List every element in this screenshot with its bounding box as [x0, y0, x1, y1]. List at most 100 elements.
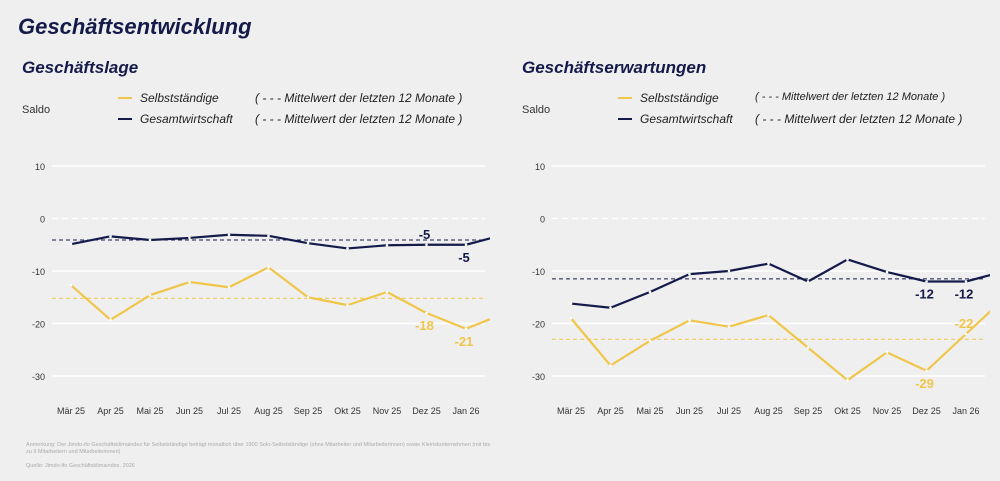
- x-tick-label: Jan 26: [452, 406, 479, 416]
- panel-title: Geschäftserwartungen: [522, 58, 707, 77]
- data-point-total: [767, 262, 770, 265]
- data-label-total: -5: [419, 227, 431, 242]
- data-point-self: [846, 378, 849, 382]
- data-point-self: [569, 316, 573, 320]
- x-tick-label: Apr 25: [597, 406, 624, 416]
- data-point-self: [306, 295, 310, 299]
- legend-label-self: Selbstständige: [640, 91, 719, 105]
- data-point-total: [148, 238, 152, 242]
- data-point-self: [806, 346, 810, 349]
- data-point-self: [109, 318, 112, 322]
- data-point-total: [925, 280, 928, 283]
- x-tick-label: Jun 25: [676, 406, 703, 416]
- legend-label-total: Gesamtwirtschaft: [140, 112, 233, 126]
- y-tick-label: -30: [532, 372, 545, 382]
- x-tick-label: Dez 25: [912, 406, 941, 416]
- x-tick-label: Apr 25: [97, 406, 124, 416]
- data-point-total: [464, 243, 468, 247]
- x-tick-label: Jul 25: [717, 406, 741, 416]
- x-tick-label: Nov 25: [373, 406, 402, 416]
- legend-swatch-self: [118, 97, 132, 99]
- legend-swatch-self: [618, 97, 632, 99]
- data-point-total: [964, 280, 968, 283]
- x-tick-label: Mär 25: [57, 406, 85, 416]
- y-tick-label: -30: [32, 372, 45, 382]
- data-label-total: -12: [955, 287, 974, 302]
- panel-geschaeftserwartungen: Geschäftserwartungen Saldo Selbstständig…: [500, 52, 990, 422]
- data-point-self: [227, 285, 231, 289]
- data-label-total: -12: [915, 287, 934, 302]
- panel-geschaeftslage: Geschäftslage Saldo Selbstständige ( - -…: [0, 52, 490, 469]
- data-point-total: [346, 247, 349, 250]
- series-line-self: [570, 310, 990, 382]
- legend-total-avg: ( - - - Mittelwert der letzten 12 Monate…: [755, 112, 963, 126]
- x-tick-label: Mär 25: [557, 406, 585, 416]
- data-point-self: [464, 327, 468, 331]
- legend-label-total: Gesamtwirtschaft: [640, 112, 733, 126]
- y-tick-label: -20: [32, 320, 45, 330]
- x-tick-label: Okt 25: [834, 406, 861, 416]
- data-point-self: [148, 293, 152, 297]
- data-point-total: [227, 233, 231, 237]
- legend-self-avg: ( - - - Mittelwert der letzten 12 Monate…: [255, 91, 463, 105]
- x-tick-label: Sep 25: [794, 406, 823, 416]
- x-tick-label: Jan 26: [952, 406, 979, 416]
- data-point-total: [306, 241, 310, 245]
- data-label-total: -5: [458, 250, 470, 265]
- data-point-total: [806, 280, 810, 283]
- data-point-total: [267, 234, 270, 238]
- legend-total: Gesamtwirtschaft: [118, 112, 233, 126]
- y-axis-label: Saldo: [22, 104, 51, 116]
- data-point-self: [688, 319, 691, 322]
- legend-label-self: Selbstständige: [140, 91, 219, 105]
- legend-swatch-total: [618, 118, 632, 120]
- x-tick-label: Sep 25: [294, 406, 323, 416]
- x-tick-label: Aug 25: [754, 406, 783, 416]
- legend-swatch-total: [118, 118, 132, 120]
- x-tick-label: Okt 25: [334, 406, 361, 416]
- footnote: Anmerkung: Der Jimdo-ifo Geschäftsklimai…: [26, 442, 491, 455]
- data-label-self: -22: [955, 316, 974, 331]
- legend-total: Gesamtwirtschaft: [618, 112, 733, 126]
- data-point-self: [767, 313, 770, 317]
- chart-geschaeftslage: 10 0 -10 -20 -30 Mär 25 Apr 25 Mai 25 Jun 25 Jul …: [32, 162, 490, 416]
- legend-self: Selbstständige: [118, 91, 219, 105]
- y-tick-label: -10: [532, 267, 545, 277]
- data-point-self: [346, 303, 349, 307]
- x-tick-label: Mai 25: [136, 406, 163, 416]
- x-tick-label: Nov 25: [873, 406, 902, 416]
- series-line-total: [70, 233, 490, 250]
- data-point-total: [569, 302, 573, 305]
- page-title: Geschäftsentwicklung: [18, 14, 252, 39]
- data-point-total: [609, 306, 612, 310]
- data-point-self: [885, 351, 889, 354]
- data-point-total: [69, 242, 73, 246]
- y-tick-label: -10: [32, 267, 45, 277]
- y-tick-label: 0: [40, 215, 45, 225]
- data-label-self: -18: [415, 318, 434, 333]
- data-point-self: [188, 280, 191, 284]
- y-tick-label: 10: [535, 162, 545, 172]
- data-point-self: [69, 283, 73, 287]
- data-point-self: [648, 339, 652, 343]
- data-point-total: [885, 270, 889, 274]
- data-label-self: -29: [915, 376, 934, 391]
- data-point-self: [727, 325, 731, 328]
- data-point-total: [109, 235, 112, 238]
- data-point-total: [425, 243, 428, 247]
- data-point-self: [385, 290, 389, 294]
- y-tick-label: -20: [532, 320, 545, 330]
- y-axis-label: Saldo: [522, 104, 551, 116]
- y-tick-label: 0: [540, 215, 545, 225]
- series-line-self: [70, 266, 490, 330]
- x-tick-label: Dez 25: [412, 406, 441, 416]
- data-point-total: [688, 272, 691, 276]
- x-tick-label: Jul 25: [217, 406, 241, 416]
- data-point-total: [846, 258, 849, 261]
- legend-self-avg: ( - - - Mittelwert der letzten 12 Monate…: [755, 91, 946, 103]
- chart-geschaeftserwartungen: 10 0 -10 -20 -30 Mär 25 Apr 25 Mai 25 Jun 25 Jul …: [532, 162, 990, 416]
- data-point-self: [609, 364, 612, 367]
- data-point-self: [267, 266, 270, 269]
- data-point-total: [385, 243, 389, 247]
- data-point-total: [727, 269, 731, 273]
